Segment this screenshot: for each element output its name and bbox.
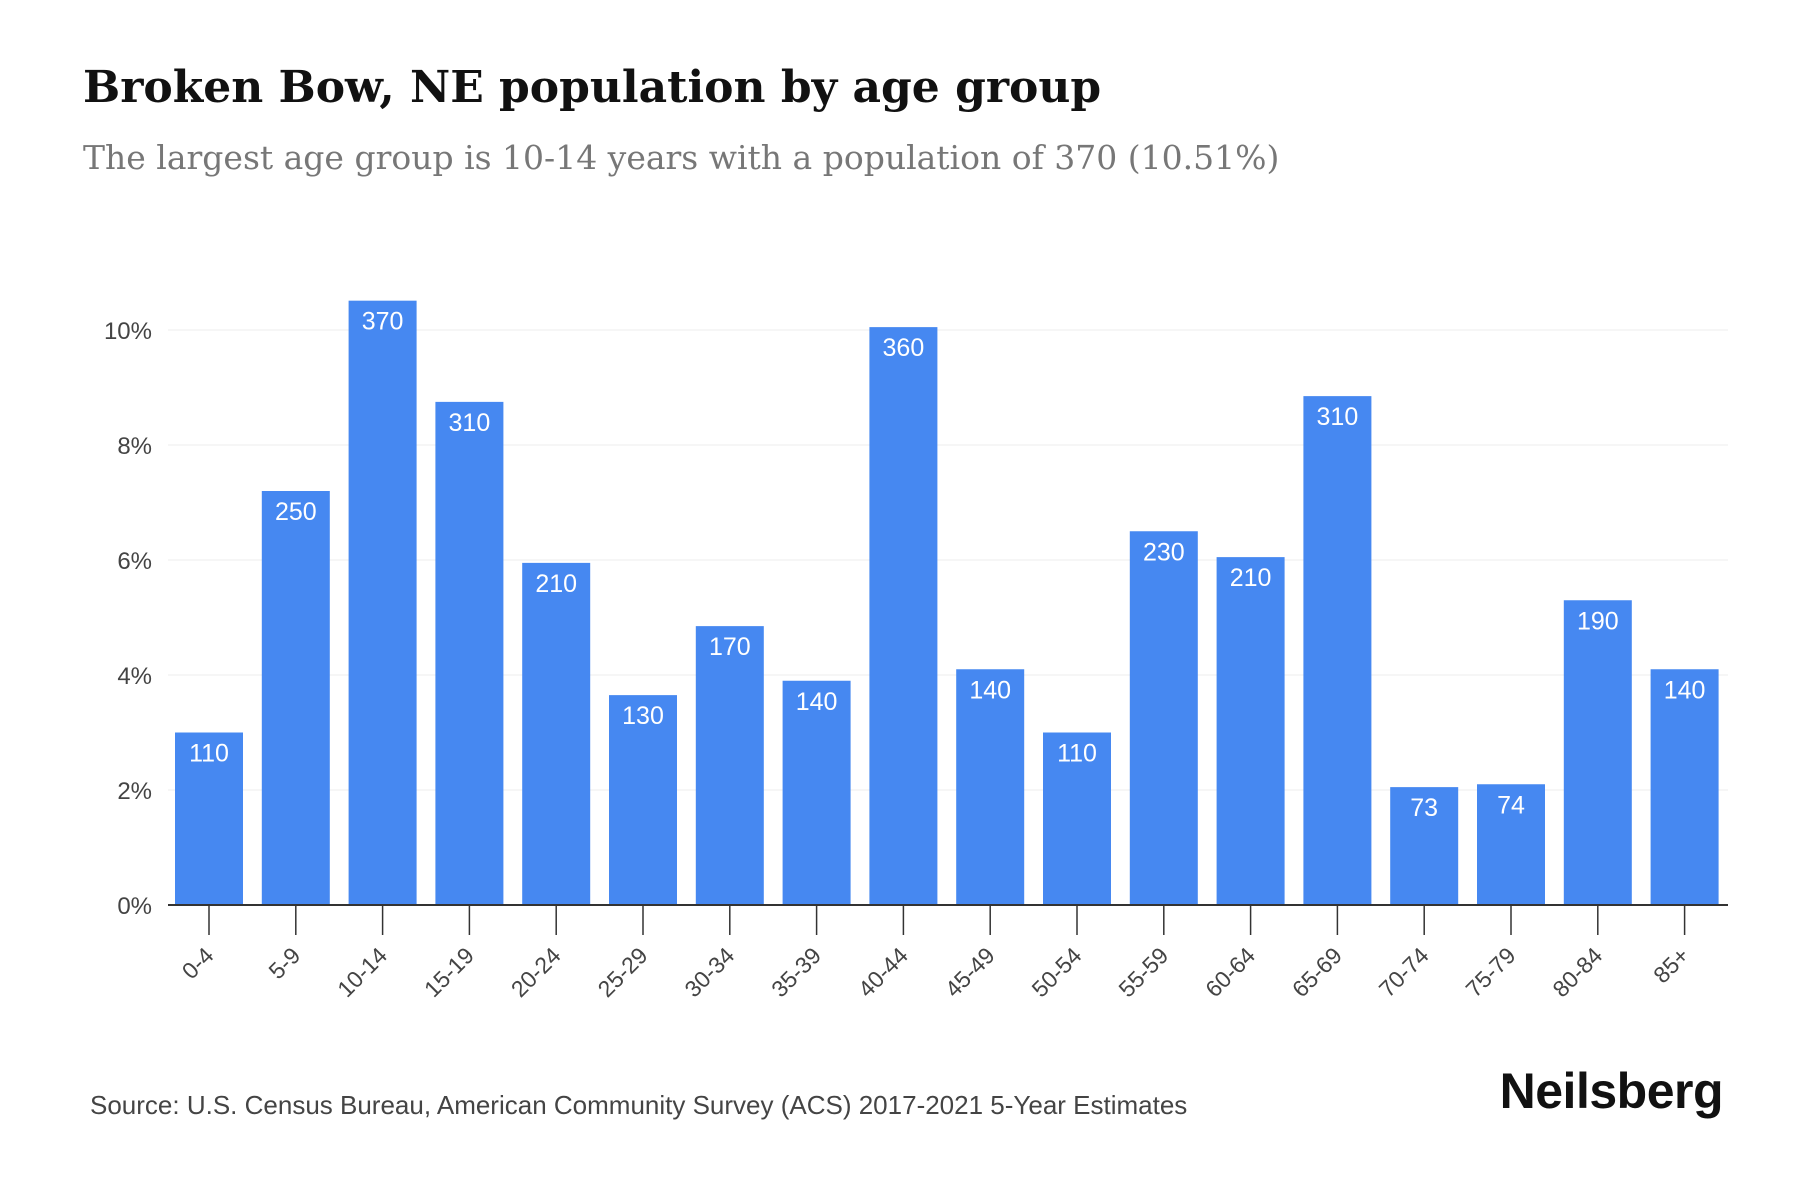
- x-tick-label: 40-44: [853, 942, 913, 1002]
- bar-data-label: 190: [1577, 607, 1619, 635]
- bar-10-14: [348, 300, 417, 905]
- bar-30-34: [695, 626, 764, 905]
- bar-60-64: [1216, 557, 1285, 905]
- brand-logo: Neilsberg: [1499, 1063, 1724, 1119]
- bar-data-label: 110: [189, 740, 229, 768]
- bar-data-label: 140: [1664, 676, 1706, 704]
- bar-data-label: 74: [1497, 791, 1525, 819]
- bar-5-9: [261, 491, 330, 905]
- bar-55-59: [1129, 531, 1198, 905]
- y-tick-label: 8%: [117, 433, 152, 460]
- bar-data-label: 210: [535, 570, 577, 598]
- x-tick-label: 35-39: [766, 942, 826, 1002]
- x-tick-label: 30-34: [679, 942, 739, 1002]
- x-tick-label: 65-69: [1287, 942, 1347, 1002]
- y-tick-label: 2%: [117, 778, 152, 805]
- bar-20-24: [522, 562, 591, 905]
- bar-data-label: 73: [1410, 794, 1438, 822]
- bar-15-19: [435, 401, 504, 905]
- x-tick-label: 25-29: [593, 942, 653, 1002]
- x-tick-label: 10-14: [332, 942, 392, 1002]
- y-tick-label: 10%: [104, 318, 152, 345]
- bar-35-39: [782, 680, 851, 905]
- x-tick-label: 60-64: [1200, 942, 1260, 1002]
- y-tick-label: 6%: [117, 548, 152, 575]
- x-tick-label: 55-59: [1113, 942, 1173, 1002]
- x-tick-label: 0-4: [177, 942, 219, 984]
- bar-data-label: 130: [622, 702, 664, 730]
- bar-80-84: [1563, 600, 1632, 905]
- bar-65-69: [1303, 396, 1372, 905]
- source-note: Source: U.S. Census Bureau, American Com…: [90, 1090, 1188, 1120]
- chart-title: Broken Bow, NE population by age group: [83, 62, 1102, 113]
- bar-data-label: 210: [1230, 564, 1272, 592]
- bar-75-79: [1477, 784, 1545, 905]
- y-tick-label: 0%: [117, 893, 152, 920]
- bar-data-label: 250: [275, 498, 317, 526]
- x-tick-label: 70-74: [1374, 942, 1434, 1002]
- bar-data-label: 370: [362, 308, 404, 336]
- bar-data-label: 140: [796, 688, 838, 716]
- bar-data-label: 310: [449, 409, 491, 437]
- x-tick-label: 5-9: [263, 942, 305, 984]
- x-tick-label: 50-54: [1027, 942, 1087, 1002]
- bar-data-label: 140: [969, 676, 1011, 704]
- bar-data-label: 110: [1057, 740, 1097, 768]
- bar-0-4: [175, 732, 243, 905]
- x-tick-label: 80-84: [1547, 942, 1607, 1002]
- chart-subtitle: The largest age group is 10-14 years wit…: [83, 138, 1280, 177]
- x-tick-label: 85+: [1648, 942, 1694, 988]
- bar-data-label: 230: [1143, 538, 1185, 566]
- bar-50-54: [1043, 732, 1111, 905]
- bar-70-74: [1390, 787, 1459, 905]
- bar-data-label: 310: [1317, 403, 1359, 431]
- y-tick-label: 4%: [117, 663, 152, 690]
- x-tick-label: 75-79: [1461, 942, 1521, 1002]
- x-tick-label: 20-24: [506, 942, 566, 1002]
- x-tick-label: 15-19: [419, 942, 479, 1002]
- bar-45-49: [956, 669, 1025, 905]
- x-tick-label: 45-49: [940, 942, 1000, 1002]
- bar-25-29: [609, 695, 677, 905]
- bar-data-label: 360: [883, 334, 925, 362]
- bar-40-44: [869, 327, 938, 905]
- bar-data-label: 170: [709, 633, 751, 661]
- bar-85+: [1650, 669, 1719, 905]
